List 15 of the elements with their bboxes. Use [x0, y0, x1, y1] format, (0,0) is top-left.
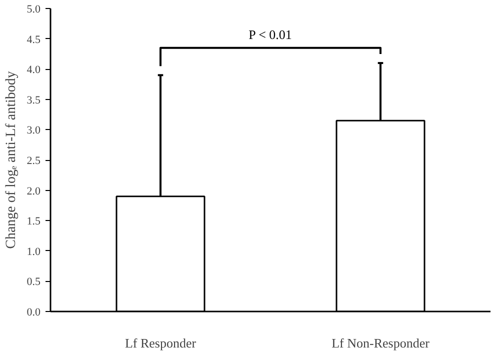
x-tick-label: Lf Non-Responder: [332, 336, 430, 350]
y-tick-label: 2.5: [26, 155, 41, 167]
y-tick-label: 1.0: [26, 246, 41, 258]
y-tick-label: 4.5: [26, 34, 41, 46]
y-axis-title: Change of logₑ anti-Lf antibody: [4, 71, 19, 249]
y-tick-label: 2.0: [26, 185, 41, 198]
y-tick-label: 3.0: [26, 124, 41, 137]
x-tick-label: Lf Responder: [124, 336, 197, 350]
y-tick-label: 5.0: [26, 4, 41, 16]
y-tick-label: 3.5: [26, 94, 41, 106]
annotation: P < 0.01: [248, 26, 292, 42]
y-tick-label: 1.5: [26, 216, 41, 228]
y-tick-label: 0.5: [26, 276, 41, 288]
y-tick-label: 4.0: [26, 64, 41, 76]
y-tick-label: 0.0: [26, 306, 41, 318]
